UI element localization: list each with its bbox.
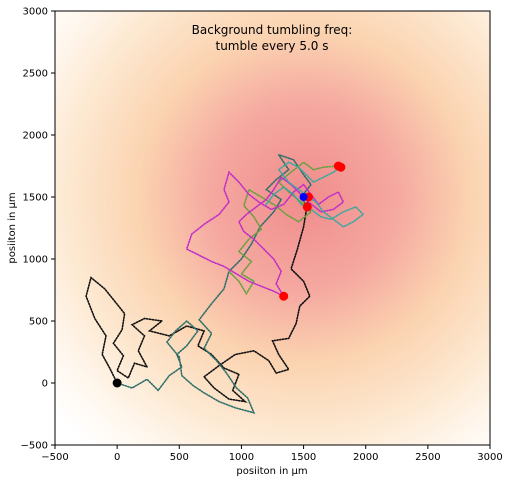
x-tick-label: 500 xyxy=(170,452,189,463)
start-marker xyxy=(112,378,122,388)
y-tick-label: 500 xyxy=(29,317,48,328)
trajectory-end-marker-2 xyxy=(302,202,312,212)
y-tick-label: 2000 xyxy=(23,131,48,142)
y-tick-label: 3000 xyxy=(23,7,48,18)
x-tick-label: 0 xyxy=(114,452,120,463)
x-axis-ticks: −500 0 500 1000 1500 2000 2500 3000 xyxy=(41,445,503,463)
x-tick-label: 1500 xyxy=(291,452,316,463)
y-tick-label: 0 xyxy=(42,379,48,390)
x-tick-label: 2000 xyxy=(353,452,378,463)
plot-area-background xyxy=(55,11,490,445)
markers xyxy=(112,161,346,388)
goal-marker xyxy=(299,193,308,201)
x-tick-label: −500 xyxy=(41,452,68,463)
y-tick-label: 2500 xyxy=(23,69,48,80)
trajectory-2 xyxy=(116,153,313,414)
x-tick-label: 3000 xyxy=(477,452,502,463)
trajectory-3 xyxy=(228,161,340,296)
trajectory-end-marker-5 xyxy=(336,162,346,172)
x-tick-label: 2500 xyxy=(415,452,440,463)
y-axis-ticks: −500 0 500 1000 1500 2000 2500 3000 xyxy=(21,7,55,452)
y-tick-label: 1000 xyxy=(23,255,48,266)
x-tick-label: 1000 xyxy=(229,452,254,463)
trajectory-end-marker-4 xyxy=(279,291,289,301)
y-tick-label: −500 xyxy=(21,441,48,452)
trajectory-1 xyxy=(85,196,311,403)
y-tick-label: 1500 xyxy=(23,193,48,204)
y-axis-label: posiiton in µm xyxy=(7,192,18,263)
annotation-line-1: Background tumbling freq: xyxy=(192,23,353,37)
plot-frame xyxy=(54,10,491,446)
annotation-line-2: tumble every 5.0 s xyxy=(215,39,328,53)
x-axis-label: posiiton in µm xyxy=(236,466,307,477)
